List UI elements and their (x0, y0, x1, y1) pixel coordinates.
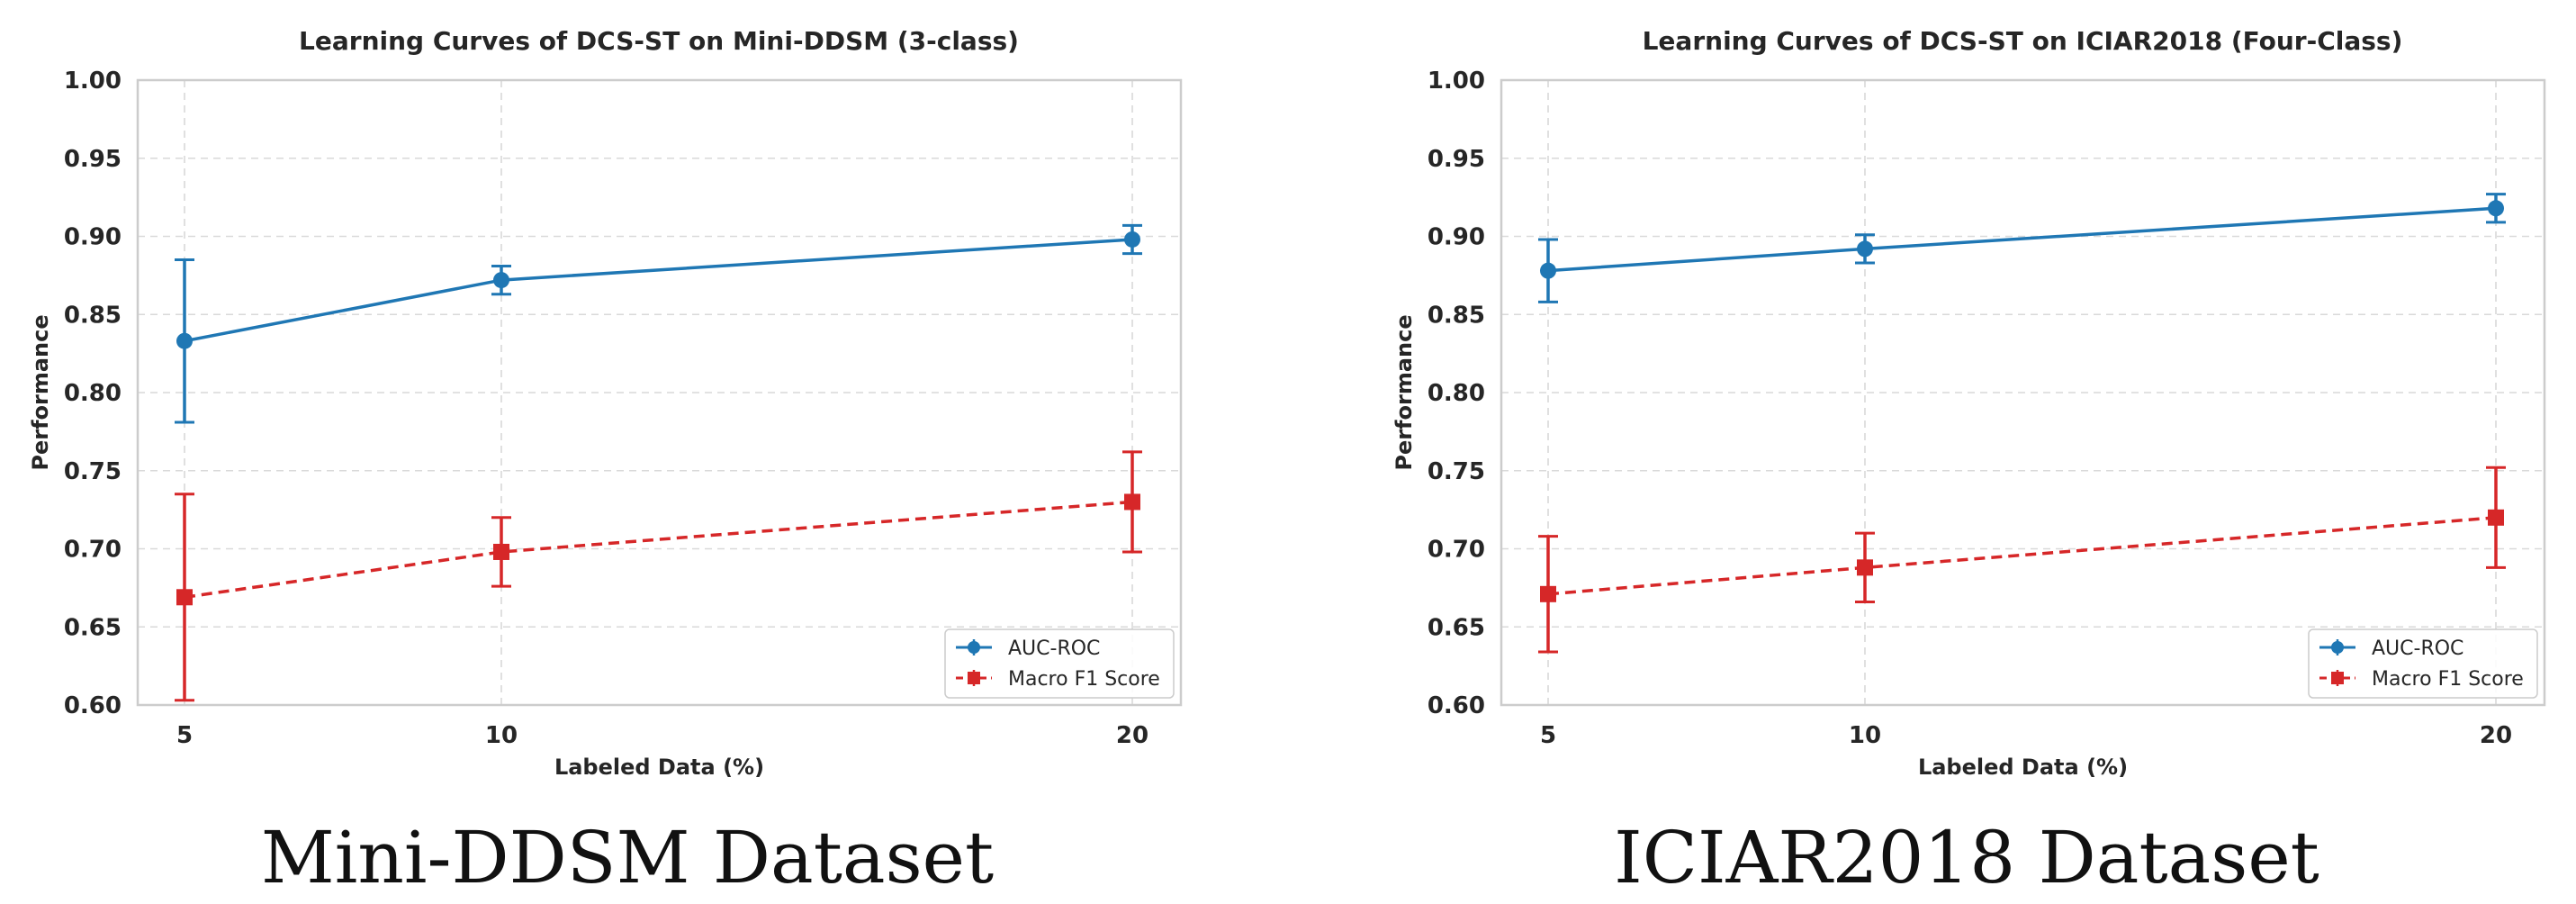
y-tick-label: 0.85 (64, 302, 122, 329)
y-tick-label: 0.80 (64, 380, 122, 407)
y-tick-label: 0.85 (1428, 302, 1485, 329)
data-point (1540, 585, 1556, 602)
y-tick-label: 0.65 (64, 614, 122, 641)
legend-box (2308, 628, 2538, 699)
y-tick-label: 0.75 (64, 458, 122, 485)
legend-label: Macro F1 Score (1008, 668, 1160, 691)
data-point (176, 332, 193, 349)
y-tick-label: 0.60 (64, 692, 122, 719)
y-tick-label: 0.95 (1428, 146, 1485, 173)
y-tick-label: 0.65 (1428, 614, 1485, 641)
chart-title: Learning Curves of DCS-ST on Mini-DDSM (… (299, 26, 1019, 56)
series-line (184, 238, 1133, 343)
y-tick-label: 0.75 (1428, 458, 1485, 485)
data-point (1540, 262, 1556, 279)
dataset-caption: ICIAR2018 Dataset (1614, 816, 2319, 899)
data-point (1124, 493, 1140, 511)
series-auc-roc (1538, 193, 2506, 303)
y-tick-label: 0.90 (64, 224, 122, 251)
legend-marker (2331, 641, 2344, 654)
data-point (1124, 231, 1140, 248)
plot-frame (1500, 78, 2546, 707)
series-macro-f1 (1538, 466, 2506, 654)
plot-frame (136, 78, 1183, 707)
data-point (493, 272, 509, 289)
x-axis-label: Labeled Data (%) (554, 755, 764, 780)
x-tick-label: 20 (1116, 722, 1148, 749)
x-tick-label: 10 (485, 722, 518, 749)
x-tick-label: 20 (2480, 722, 2512, 749)
chart-panel-2: Learning Curves of DCS-ST on ICIAR2018 (… (1392, 26, 2546, 899)
x-axis-label: Labeled Data (%) (1918, 755, 2128, 780)
series-line (1547, 516, 2497, 596)
data-point (2488, 509, 2504, 526)
data-point (176, 589, 193, 606)
chart-title: Learning Curves of DCS-ST on ICIAR2018 (… (1643, 26, 2403, 56)
legend-box (944, 628, 1175, 699)
legend-label: Macro F1 Score (2372, 668, 2524, 691)
y-tick-label: 0.70 (64, 537, 122, 564)
chart-panel-1: Learning Curves of DCS-ST on Mini-DDSM (… (28, 26, 1183, 899)
legend-marker (2331, 672, 2344, 684)
y-tick-label: 0.60 (1428, 692, 1485, 719)
y-tick-label: 0.90 (1428, 224, 1485, 251)
data-point (493, 543, 509, 560)
x-tick-label: 10 (1849, 722, 1881, 749)
dataset-caption: Mini-DDSM Dataset (261, 816, 994, 899)
y-tick-label: 1.00 (64, 68, 122, 95)
series-macro-f1 (175, 450, 1142, 702)
legend: AUC-ROC Macro F1 Score (2308, 628, 2538, 699)
legend-label: AUC-ROC (2372, 637, 2463, 660)
y-tick-label: 0.95 (64, 146, 122, 173)
y-axis-label: Performance (1392, 314, 1417, 470)
legend-marker (968, 672, 980, 684)
legend-marker (968, 641, 980, 654)
series-line (184, 500, 1133, 600)
y-axis-label: Performance (28, 314, 53, 470)
y-tick-label: 1.00 (1428, 68, 1485, 95)
data-point (1857, 559, 1873, 576)
y-tick-label: 0.80 (1428, 380, 1485, 407)
series-auc-roc (175, 223, 1142, 424)
x-tick-label: 5 (1540, 722, 1556, 749)
series-line (1547, 206, 2497, 273)
legend: AUC-ROC Macro F1 Score (944, 628, 1175, 699)
x-tick-label: 5 (176, 722, 193, 749)
data-point (2488, 200, 2504, 217)
y-tick-label: 0.70 (1428, 537, 1485, 564)
legend-label: AUC-ROC (1008, 637, 1100, 660)
data-point (1857, 240, 1873, 258)
